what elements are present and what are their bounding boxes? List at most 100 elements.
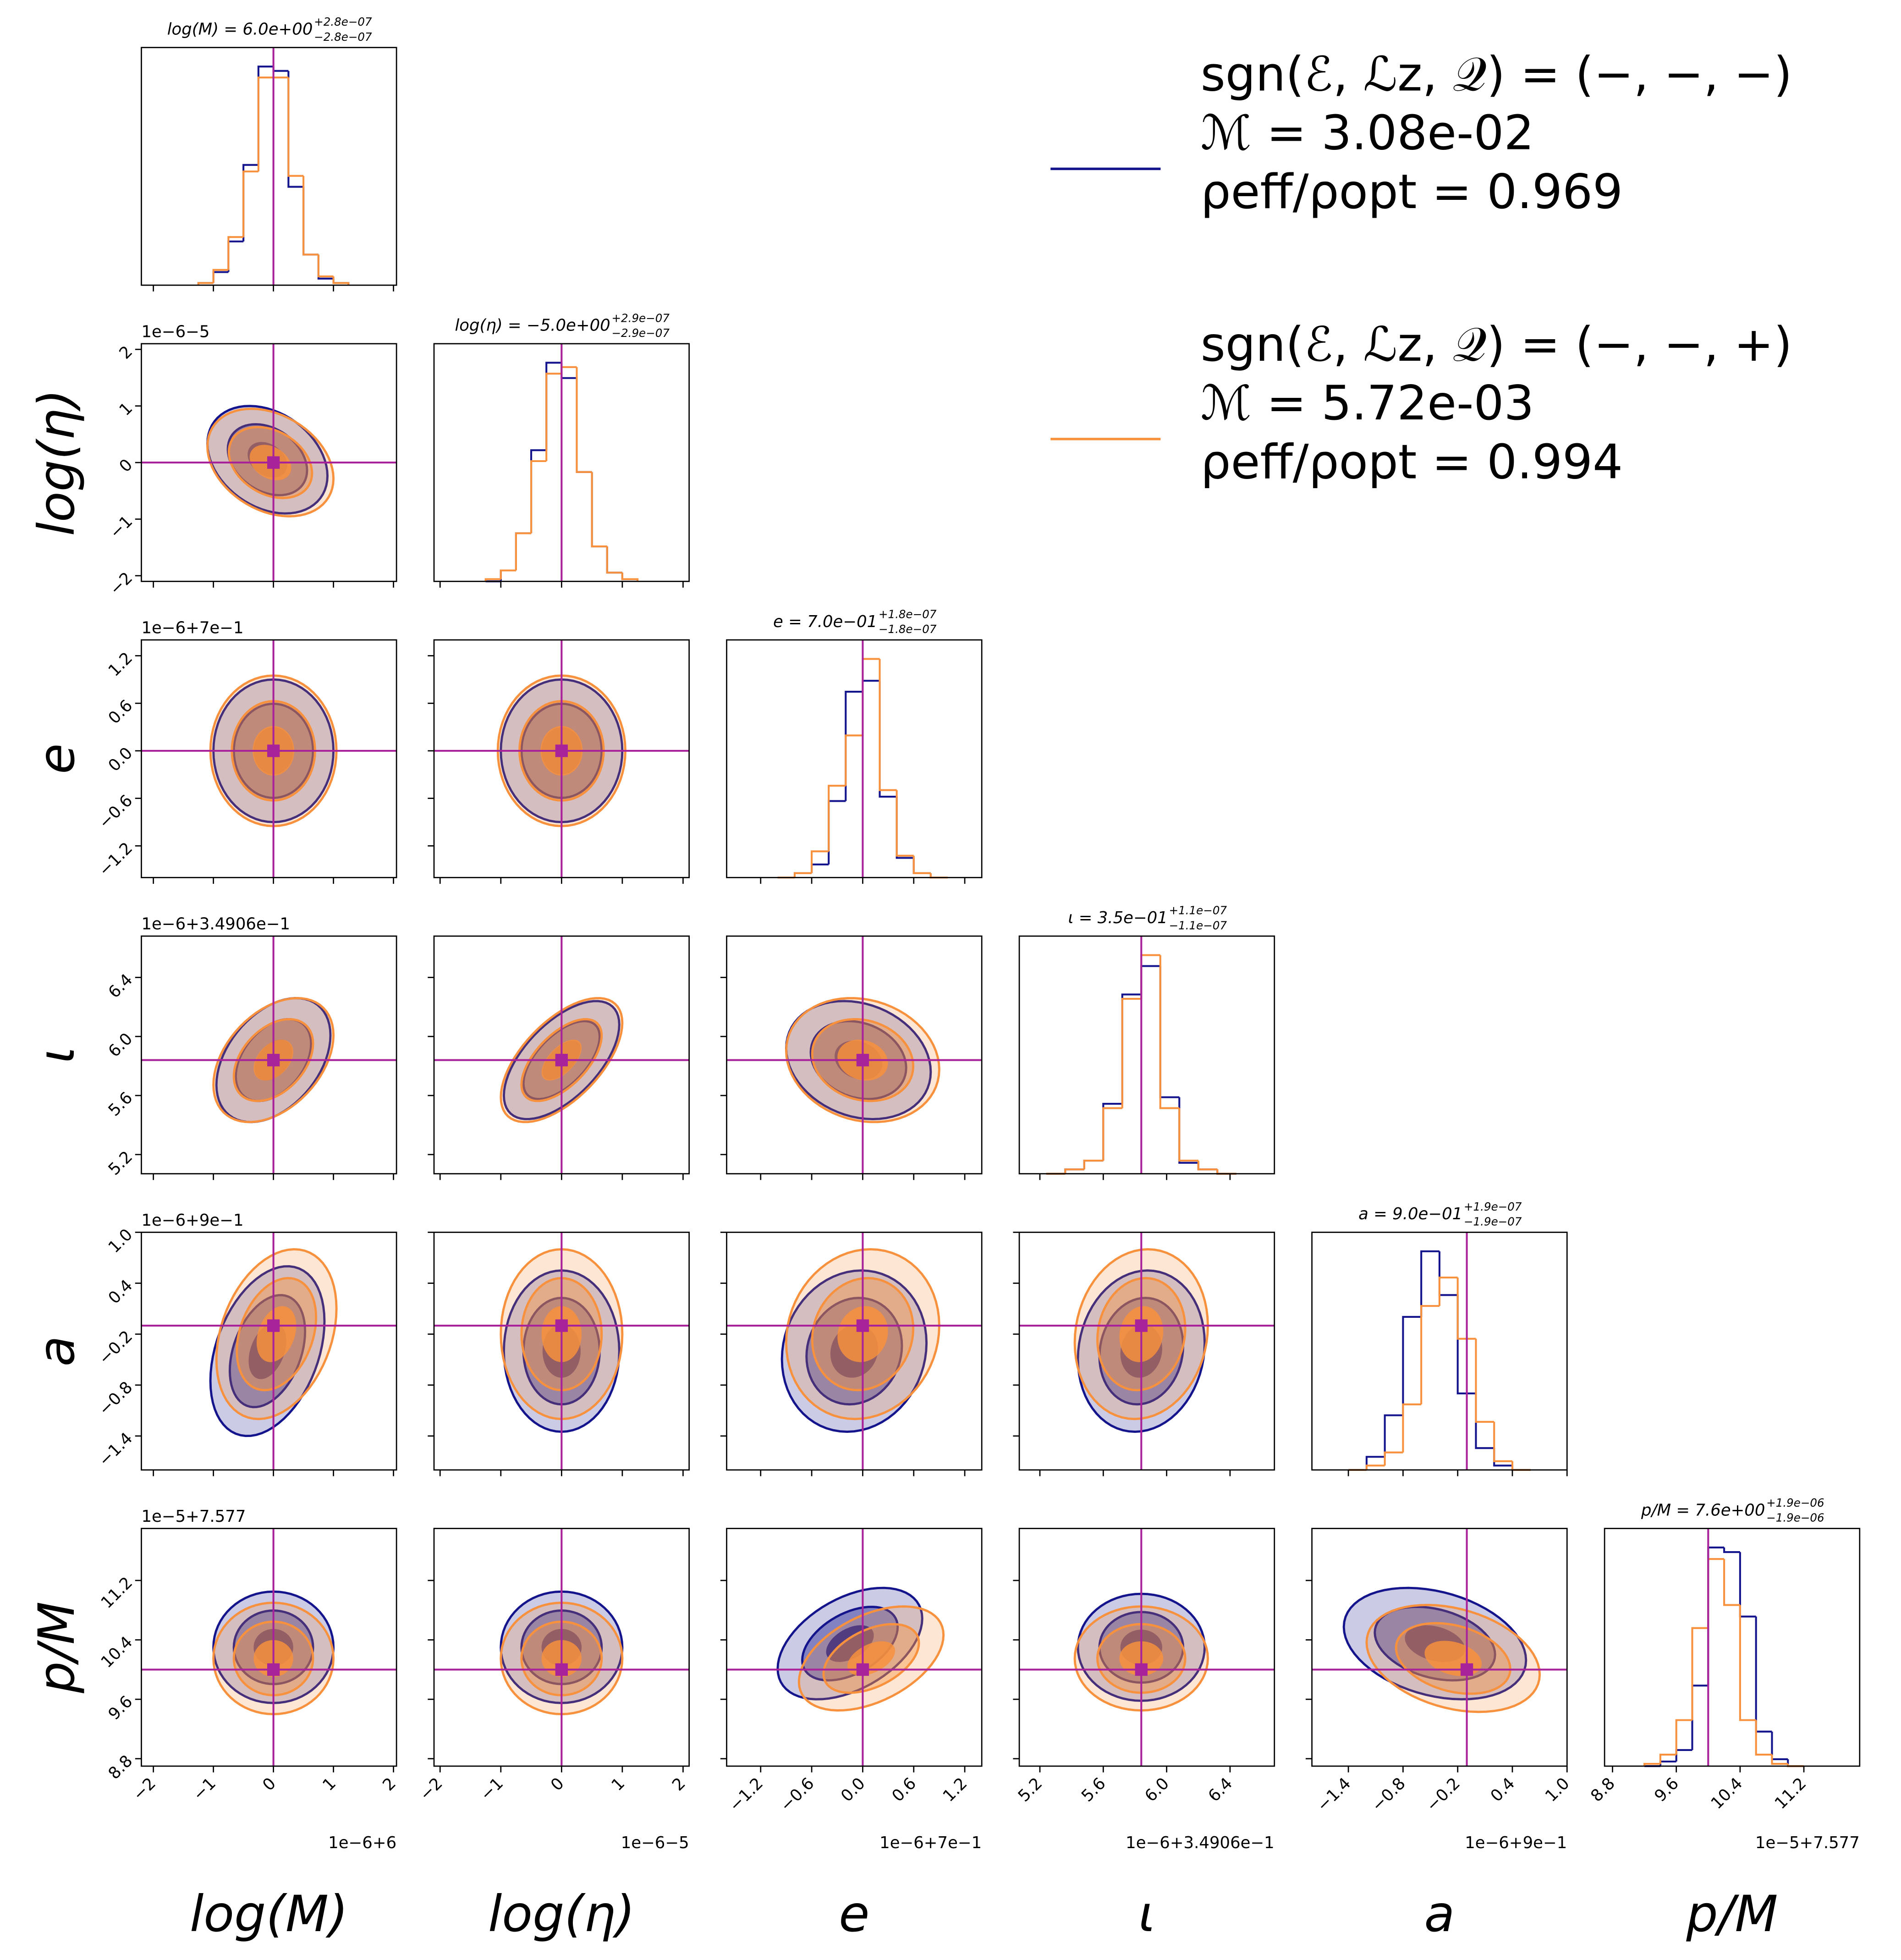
x-offset-label: 1e−6+7e−1 <box>879 1833 982 1852</box>
x-tick-label: 1 <box>608 1774 628 1795</box>
y-tick-label: 5.6 <box>104 1088 136 1120</box>
y-tick-label: −0.2 <box>95 1327 136 1368</box>
histogram-step <box>257 76 274 172</box>
x-axis-label: log(M) <box>190 1885 348 1943</box>
panel <box>1311 1232 1568 1476</box>
panel <box>726 639 983 884</box>
x-tick-label: 9.6 <box>1651 1774 1682 1806</box>
x-offset-label: 1e−6−5 <box>621 1833 689 1852</box>
panel: 8.8 9.6 10.4 11.2 1e−5+7.577 p/M <box>1587 1528 1861 1943</box>
panel-title: log(η) = −5.0e+00 <box>455 316 610 335</box>
y-offset-label: 1e−6+7e−1 <box>141 618 243 637</box>
histogram-step <box>1420 1305 1439 1404</box>
x-tick-label: 0.0 <box>837 1774 869 1806</box>
histogram-step <box>1178 1097 1198 1164</box>
histogram-step <box>793 872 812 878</box>
histogram-step <box>1659 1753 1676 1764</box>
histogram-step <box>1723 1559 1740 1606</box>
x-offset-label: 1e−6+9e−1 <box>1465 1833 1567 1852</box>
histogram-step <box>621 573 639 582</box>
histogram-step <box>287 71 304 188</box>
panel: −1.4 −0.8 −0.2 0.4 1.0 1e−6+9e−1 a <box>1305 1528 1573 1943</box>
histogram-step <box>227 236 244 270</box>
histogram-step <box>272 66 289 72</box>
histogram-step <box>1493 1421 1513 1462</box>
histogram-step <box>1707 1547 1725 1686</box>
histogram-step <box>1216 1169 1236 1175</box>
y-tick-label: 1 <box>115 399 136 419</box>
panel <box>720 935 983 1180</box>
y-offset-label: 1e−6+3.4906e−1 <box>141 915 290 934</box>
histogram-step <box>1691 1627 1709 1720</box>
y-tick-label: 0.4 <box>104 1276 136 1308</box>
panel-title: log(M) = 6.0e+00 <box>167 20 313 39</box>
panel: −1.2−0.6 0.0 0.6 1.2 1e−6+7e−1 e <box>720 1528 983 1943</box>
histogram-step <box>1739 1552 1756 1618</box>
panel <box>141 47 397 292</box>
panel-frame <box>726 1232 983 1471</box>
panel-frame <box>141 47 397 286</box>
panel-frame <box>433 343 690 582</box>
x-axis-label: p/M <box>1686 1885 1778 1943</box>
histogram-step <box>811 850 829 873</box>
panel: 5.2 5.6 6.0 6.4 1e−6+3.4906e−1 ι <box>27 915 397 1180</box>
panel-frame <box>433 935 690 1175</box>
histogram-step <box>515 532 532 571</box>
x-tick-label: 11.2 <box>1771 1774 1810 1813</box>
x-tick-label: −2 <box>416 1774 446 1804</box>
histogram-step <box>317 254 334 278</box>
histogram-step <box>1475 1338 1494 1423</box>
title-lower-error: −1.8e−07 <box>879 622 937 636</box>
panel: −2 −1 0 1 2 1e−6−5 log(η) <box>27 322 397 599</box>
x-tick-label: 6.4 <box>1204 1774 1236 1806</box>
x-offset-label: 1e−6+6 <box>328 1833 396 1852</box>
panel-frame <box>726 639 983 878</box>
histogram-step <box>1102 1103 1122 1161</box>
legend-detail: ρeff/ρopt = 0.994 <box>1201 435 1623 490</box>
title-upper-error: +1.1e−07 <box>1169 904 1227 917</box>
y-tick-label: 2 <box>115 342 136 363</box>
x-tick-label: −1 <box>189 1774 220 1804</box>
x-tick-label: −1 <box>477 1774 507 1804</box>
histogram-step <box>484 578 501 582</box>
panel-frame <box>1604 1528 1861 1767</box>
panel-frame <box>141 935 397 1175</box>
y-tick-label: 11.2 <box>98 1573 137 1612</box>
histogram-step <box>1438 1251 1458 1296</box>
histogram-step <box>1659 1760 1676 1767</box>
title-upper-error: +1.9e−06 <box>1766 1496 1824 1509</box>
histogram-step <box>1675 1749 1692 1762</box>
y-tick-label: −0.6 <box>95 791 136 832</box>
y-offset-label: 1e−6−5 <box>141 322 209 341</box>
x-axis-label: a <box>1424 1885 1455 1943</box>
histogram-step <box>862 658 880 736</box>
histogram-step <box>1691 1685 1709 1750</box>
histogram-step <box>197 282 214 286</box>
y-offset-label: 1e−6+9e−1 <box>141 1211 243 1230</box>
histogram-step <box>912 855 931 875</box>
histogram-step <box>332 276 350 286</box>
histogram-step <box>862 680 880 692</box>
legend-detail: ℳ = 5.72e-03 <box>1201 376 1534 431</box>
histogram-step <box>545 373 562 461</box>
histogram-step <box>1365 1464 1385 1470</box>
histogram-step <box>302 187 319 256</box>
histogram-step <box>606 546 622 574</box>
panel-frame <box>726 935 983 1175</box>
panel-frame <box>141 639 397 878</box>
histogram-step <box>1707 1558 1725 1628</box>
x-tick-label: 2 <box>669 1774 689 1795</box>
title-upper-error: +2.8e−07 <box>314 15 372 28</box>
histogram-step <box>1384 1414 1403 1457</box>
histogram-step <box>1083 1160 1104 1170</box>
histogram-step <box>879 681 897 798</box>
histogram-step <box>1402 1403 1422 1453</box>
histogram-step <box>1771 1754 1788 1765</box>
panel-frame <box>433 1528 690 1767</box>
y-tick-label: −1.2 <box>95 839 136 880</box>
histogram-step <box>828 785 846 852</box>
panel: −2 −1 0 1 2 1e−6−5 log(η) <box>416 1528 690 1943</box>
histogram-step <box>576 378 592 473</box>
panel-frame <box>1018 935 1275 1175</box>
histogram-step <box>1159 966 1180 1098</box>
